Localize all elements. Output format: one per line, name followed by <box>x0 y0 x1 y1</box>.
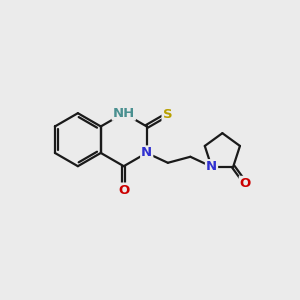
Text: NH: NH <box>112 107 135 120</box>
Text: S: S <box>163 108 172 121</box>
Text: N: N <box>141 146 152 159</box>
Text: O: O <box>240 177 251 190</box>
Text: O: O <box>118 184 129 196</box>
Text: N: N <box>206 160 217 173</box>
